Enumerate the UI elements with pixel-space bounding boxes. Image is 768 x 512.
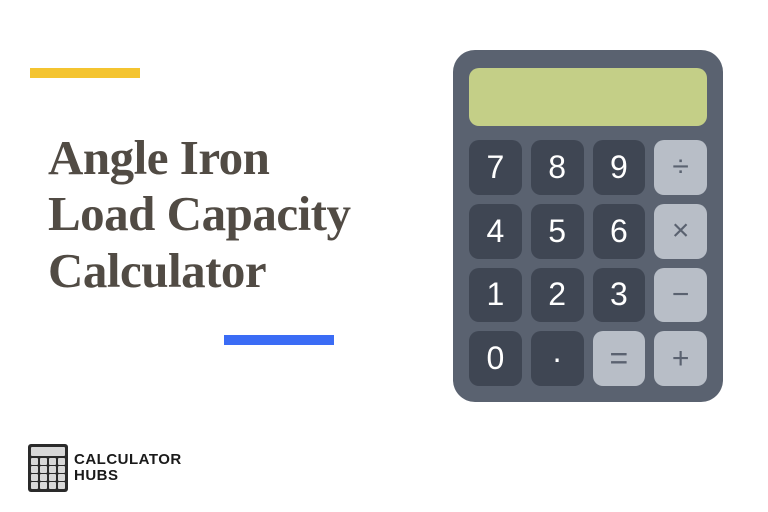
calc-key-2: 2 [531,268,584,323]
calc-key-equals: = [593,331,646,386]
calc-key-minus: − [654,268,707,323]
title-line: Angle Iron [48,130,269,185]
calculator-display [469,68,707,126]
calc-key-divide: ÷ [654,140,707,195]
title-line: Load Capacity [48,186,351,241]
calc-key-dot: · [531,331,584,386]
brand-line: CALCULATOR [74,451,182,468]
calculator-icon [28,444,68,492]
accent-bar-yellow [30,68,140,78]
brand-line: HUBS [74,467,119,484]
calc-key-4: 4 [469,204,522,259]
calc-key-8: 8 [531,140,584,195]
title-line: Calculator [48,243,266,298]
calc-key-7: 7 [469,140,522,195]
calc-key-6: 6 [593,204,646,259]
calculator-graphic: 7 8 9 ÷ 4 5 6 × 1 2 3 − 0 · = + [453,50,723,402]
calc-key-1: 1 [469,268,522,323]
calculator-keypad: 7 8 9 ÷ 4 5 6 × 1 2 3 − 0 · = + [469,140,707,386]
calc-key-5: 5 [531,204,584,259]
calc-key-0: 0 [469,331,522,386]
calc-key-3: 3 [593,268,646,323]
calc-key-plus: + [654,331,707,386]
calc-key-multiply: × [654,204,707,259]
calc-key-9: 9 [593,140,646,195]
accent-bar-blue [224,335,334,345]
brand-name: CALCULATOR HUBS [74,452,182,485]
page-title: Angle Iron Load Capacity Calculator [48,130,351,299]
brand-logo: CALCULATOR HUBS [28,444,182,492]
